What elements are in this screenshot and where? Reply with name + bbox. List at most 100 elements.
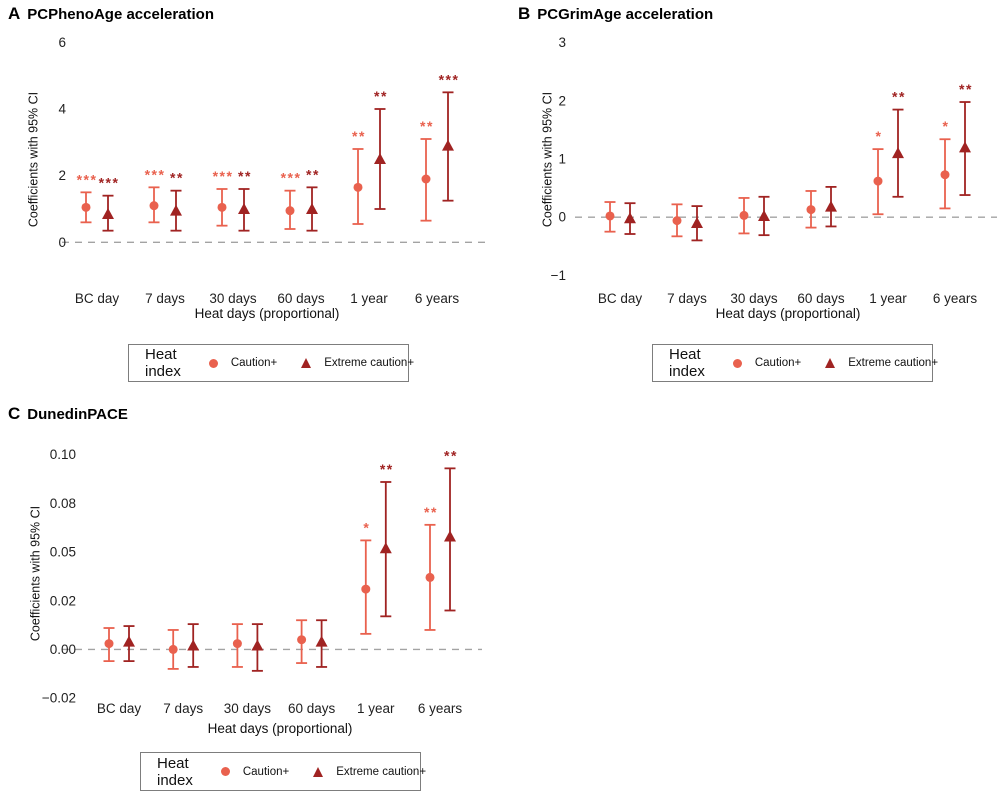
point-marker-circle-icon — [285, 206, 295, 216]
extreme-caution-triangle-icon — [301, 358, 312, 368]
significance-stars: *** — [213, 168, 234, 184]
point-marker-circle-icon — [297, 635, 307, 645]
panel-name: DunedinPACE — [27, 406, 128, 423]
significance-stars: * — [876, 128, 883, 144]
y-tick-label: 3 — [558, 35, 566, 50]
extreme-caution-triangle-icon — [825, 358, 836, 368]
point-marker-circle-icon — [361, 584, 371, 594]
point-marker-circle-icon — [217, 202, 227, 212]
x-tick-label: 6 years — [418, 701, 463, 716]
point-marker-triangle-icon — [624, 212, 636, 224]
x-tick-label: 1 year — [350, 291, 388, 306]
y-tick-label: 0.05 — [50, 545, 76, 560]
point-marker-circle-icon — [940, 170, 950, 180]
x-tick-label: 1 year — [869, 291, 907, 306]
plot-area-pcphenoage: 0 2 4 6 BC day 7 days 30 days 60 days 1 year 6 ye… — [58, 35, 488, 306]
x-tick-label: 7 days — [667, 291, 707, 306]
significance-stars: ** — [380, 461, 394, 477]
x-axis-title: Heat days (proportional) — [715, 306, 861, 321]
significance-stars: *** — [145, 166, 166, 182]
x-tick-label: BC day — [97, 701, 142, 716]
panel-name: PCGrimAge acceleration — [537, 6, 714, 23]
point-marker-triangle-icon — [442, 139, 454, 151]
y-tick-label: 2 — [58, 168, 66, 183]
x-tick-label: 30 days — [730, 291, 778, 306]
extreme-caution-triangle-icon — [313, 766, 324, 777]
panel-dunedinpace: C DunedinPACE Coefficients with 95% CI −… — [0, 400, 500, 797]
x-tick-label: 6 years — [415, 291, 460, 306]
legend-item-caution: Caution+ — [242, 765, 290, 778]
point-marker-circle-icon — [232, 639, 242, 649]
significance-stars: *** — [99, 175, 120, 191]
point-marker-circle-icon — [425, 572, 435, 582]
point-marker-circle-icon — [168, 644, 178, 654]
legend-box: Heat index Caution+ Extreme caution+ — [128, 344, 414, 382]
legend-title: Heat index — [145, 346, 181, 380]
significance-stars: ** — [959, 81, 973, 97]
point-marker-circle-icon — [672, 216, 682, 226]
significance-stars: *** — [439, 71, 460, 87]
point-marker-triangle-icon — [187, 639, 200, 651]
y-tick-label: −1 — [551, 268, 566, 283]
significance-stars: ** — [420, 118, 434, 134]
y-tick-label: 0 — [58, 235, 66, 250]
y-tick-label: 0.10 — [50, 447, 76, 462]
x-tick-label: 60 days — [797, 291, 845, 306]
legend-box: Heat index Caution+ Extreme caution+ — [652, 344, 938, 382]
y-tick-label: 6 — [58, 35, 66, 50]
point-marker-triangle-icon — [825, 200, 837, 212]
y-tick-label: −0.02 — [42, 691, 76, 706]
point-marker-triangle-icon — [444, 530, 456, 542]
plot-area-dunedinpace: −0.02 0.00 0.02 0.05 0.08 0.10 BC day 7 days 30 … — [42, 447, 482, 716]
point-marker-triangle-icon — [315, 635, 328, 647]
significance-stars: * — [943, 118, 950, 134]
point-marker-circle-icon — [605, 211, 615, 221]
x-axis-title: Heat days (proportional) — [194, 306, 340, 321]
x-tick-label: BC day — [598, 291, 643, 306]
panel-title: B PCGrimAge acceleration — [518, 4, 713, 24]
point-marker-triangle-icon — [251, 639, 264, 651]
point-marker-circle-icon — [873, 176, 883, 186]
significance-stars: ** — [424, 504, 438, 520]
significance-stars: ** — [892, 89, 906, 105]
legend-title: Heat index — [669, 346, 705, 380]
point-marker-triangle-icon — [691, 216, 703, 228]
x-tick-label: 60 days — [277, 291, 325, 306]
y-tick-label: 0.00 — [50, 642, 76, 657]
point-marker-circle-icon — [104, 639, 114, 649]
significance-stars: * — [363, 519, 370, 535]
legend-item-extreme-caution: Extreme caution+ — [848, 357, 939, 369]
point-marker-circle-icon — [353, 182, 363, 192]
panel-letter: B — [518, 4, 531, 23]
legend-item-extreme-caution: Extreme caution+ — [324, 357, 415, 369]
y-tick-label: 0.02 — [50, 593, 76, 608]
point-marker-triangle-icon — [170, 204, 182, 216]
point-marker-triangle-icon — [758, 209, 770, 221]
significance-stars: ** — [352, 128, 366, 144]
panel-title: A PCPhenoAge acceleration — [8, 4, 214, 24]
x-tick-label: 60 days — [288, 701, 336, 716]
point-marker-triangle-icon — [123, 635, 135, 647]
point-marker-triangle-icon — [959, 141, 971, 153]
point-marker-circle-icon — [739, 210, 749, 220]
point-marker-triangle-icon — [379, 542, 392, 554]
point-marker-triangle-icon — [102, 208, 114, 219]
point-marker-triangle-icon — [892, 147, 904, 159]
x-axis-title: Heat days (proportional) — [207, 721, 353, 736]
point-marker-circle-icon — [81, 202, 91, 212]
significance-stars: ** — [374, 88, 388, 104]
significance-stars: ** — [170, 170, 184, 186]
x-tick-label: 1 year — [357, 701, 395, 716]
y-tick-label: 4 — [58, 102, 66, 117]
y-tick-label: 0.08 — [50, 496, 76, 511]
y-tick-label: 0 — [558, 210, 566, 225]
point-marker-triangle-icon — [374, 153, 386, 164]
panel-pcgrimage: B PCGrimAge acceleration Coefficients wi… — [500, 0, 1000, 400]
x-tick-label: 30 days — [209, 291, 257, 306]
legend-box: Heat index Caution+ Extreme caution+ — [140, 752, 426, 791]
significance-stars: *** — [77, 171, 98, 187]
point-marker-circle-icon — [806, 205, 816, 215]
x-tick-label: 7 days — [163, 701, 203, 716]
significance-stars: ** — [306, 166, 320, 182]
